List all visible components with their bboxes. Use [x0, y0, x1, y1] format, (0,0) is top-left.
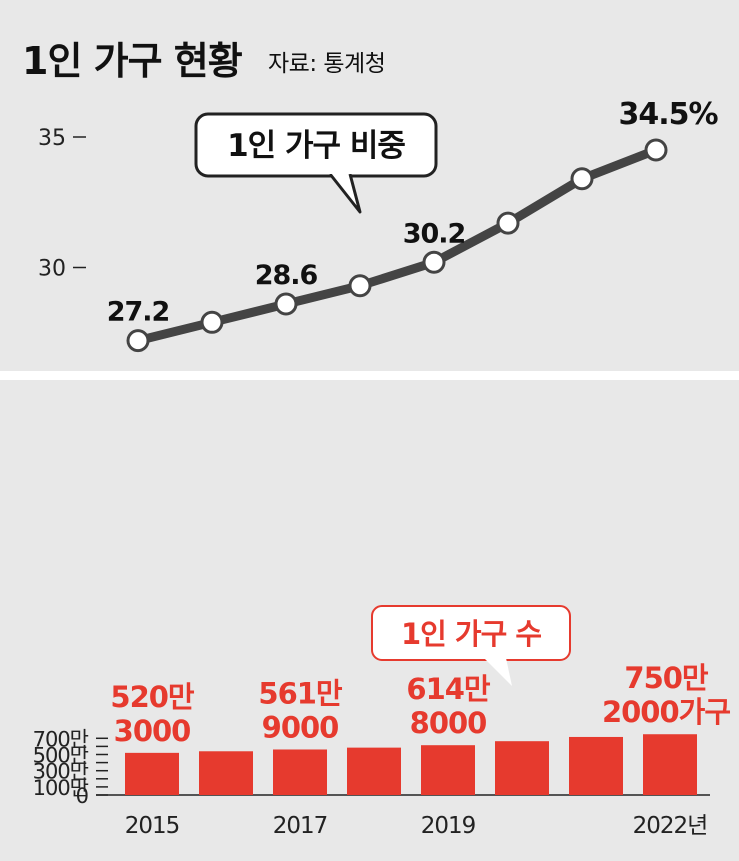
- bar-x-tick-label: 2019: [421, 813, 476, 839]
- bar: [273, 749, 327, 795]
- bar: [199, 751, 253, 795]
- line-y-tick-label: 30: [38, 257, 66, 282]
- line-data-label: 30.2: [403, 218, 466, 249]
- bar-data-label-line: 750만: [624, 661, 709, 695]
- bar-data-label-line: 561만: [258, 676, 343, 710]
- line-callout-text: 1인 가구 비중: [227, 128, 405, 164]
- bar-data-label: 520만 3000: [110, 680, 195, 748]
- line-point: [126, 329, 150, 353]
- bar-callout-text: 1인 가구 수: [401, 617, 541, 651]
- line-point: [422, 250, 446, 274]
- line-y-tick-label: 35: [38, 126, 66, 151]
- line-point: [644, 138, 668, 162]
- bar-callout-box: [371, 605, 571, 661]
- bar: [643, 734, 697, 795]
- line-data-label: 34.5%: [618, 97, 718, 132]
- bar: [125, 752, 179, 795]
- bar-data-label: 750만 2000가구: [602, 661, 730, 729]
- bar: [347, 747, 401, 795]
- source-note: 자료: 통계청: [268, 51, 386, 77]
- chart-title: 1인 가구 현황: [22, 39, 243, 83]
- bar-y-tick-label: 700만: [33, 727, 89, 751]
- bar-x-tick-label: 2017: [273, 813, 328, 839]
- bar-data-label-line: 8000: [410, 706, 487, 740]
- bar-y-tick-label: 500만: [33, 744, 89, 768]
- bar-y-tick-label: 100만: [33, 776, 89, 800]
- line-point: [200, 310, 224, 334]
- bar-data-label-line: 9000: [262, 710, 339, 744]
- bar-data-label-line: 3000: [114, 714, 191, 748]
- line-series: [133, 145, 661, 346]
- bar-x-tick-label: 2022년: [633, 813, 708, 839]
- bar-callout-pointer: [484, 658, 512, 686]
- bar-y-tick-label: 300만: [33, 760, 89, 784]
- panel-divider: [0, 371, 739, 380]
- bar-y-tick-label: 0: [76, 784, 88, 808]
- bar-data-label: 614만 8000: [406, 672, 491, 740]
- bar-data-label: 561만 9000: [258, 676, 343, 744]
- bar: [421, 745, 475, 795]
- bar: [495, 741, 549, 795]
- bar-data-label-line: 520만: [110, 680, 195, 714]
- line-point: [348, 274, 372, 298]
- line-chart-panel: [0, 0, 739, 377]
- line-callout-pointer: [328, 173, 362, 214]
- line-point: [496, 211, 520, 235]
- bar: [569, 736, 623, 795]
- bar-data-label-line: 2000가구: [602, 695, 730, 729]
- line-data-label: 28.6: [255, 260, 318, 291]
- line-callout-pointer-mask: [328, 168, 352, 174]
- line-data-label: 27.2: [107, 297, 170, 328]
- line-point: [274, 292, 298, 316]
- line-point: [570, 167, 594, 191]
- bar-x-tick-label: 2015: [125, 813, 180, 839]
- bar-data-label-line: 614만: [406, 672, 491, 706]
- line-callout-box: [194, 112, 438, 178]
